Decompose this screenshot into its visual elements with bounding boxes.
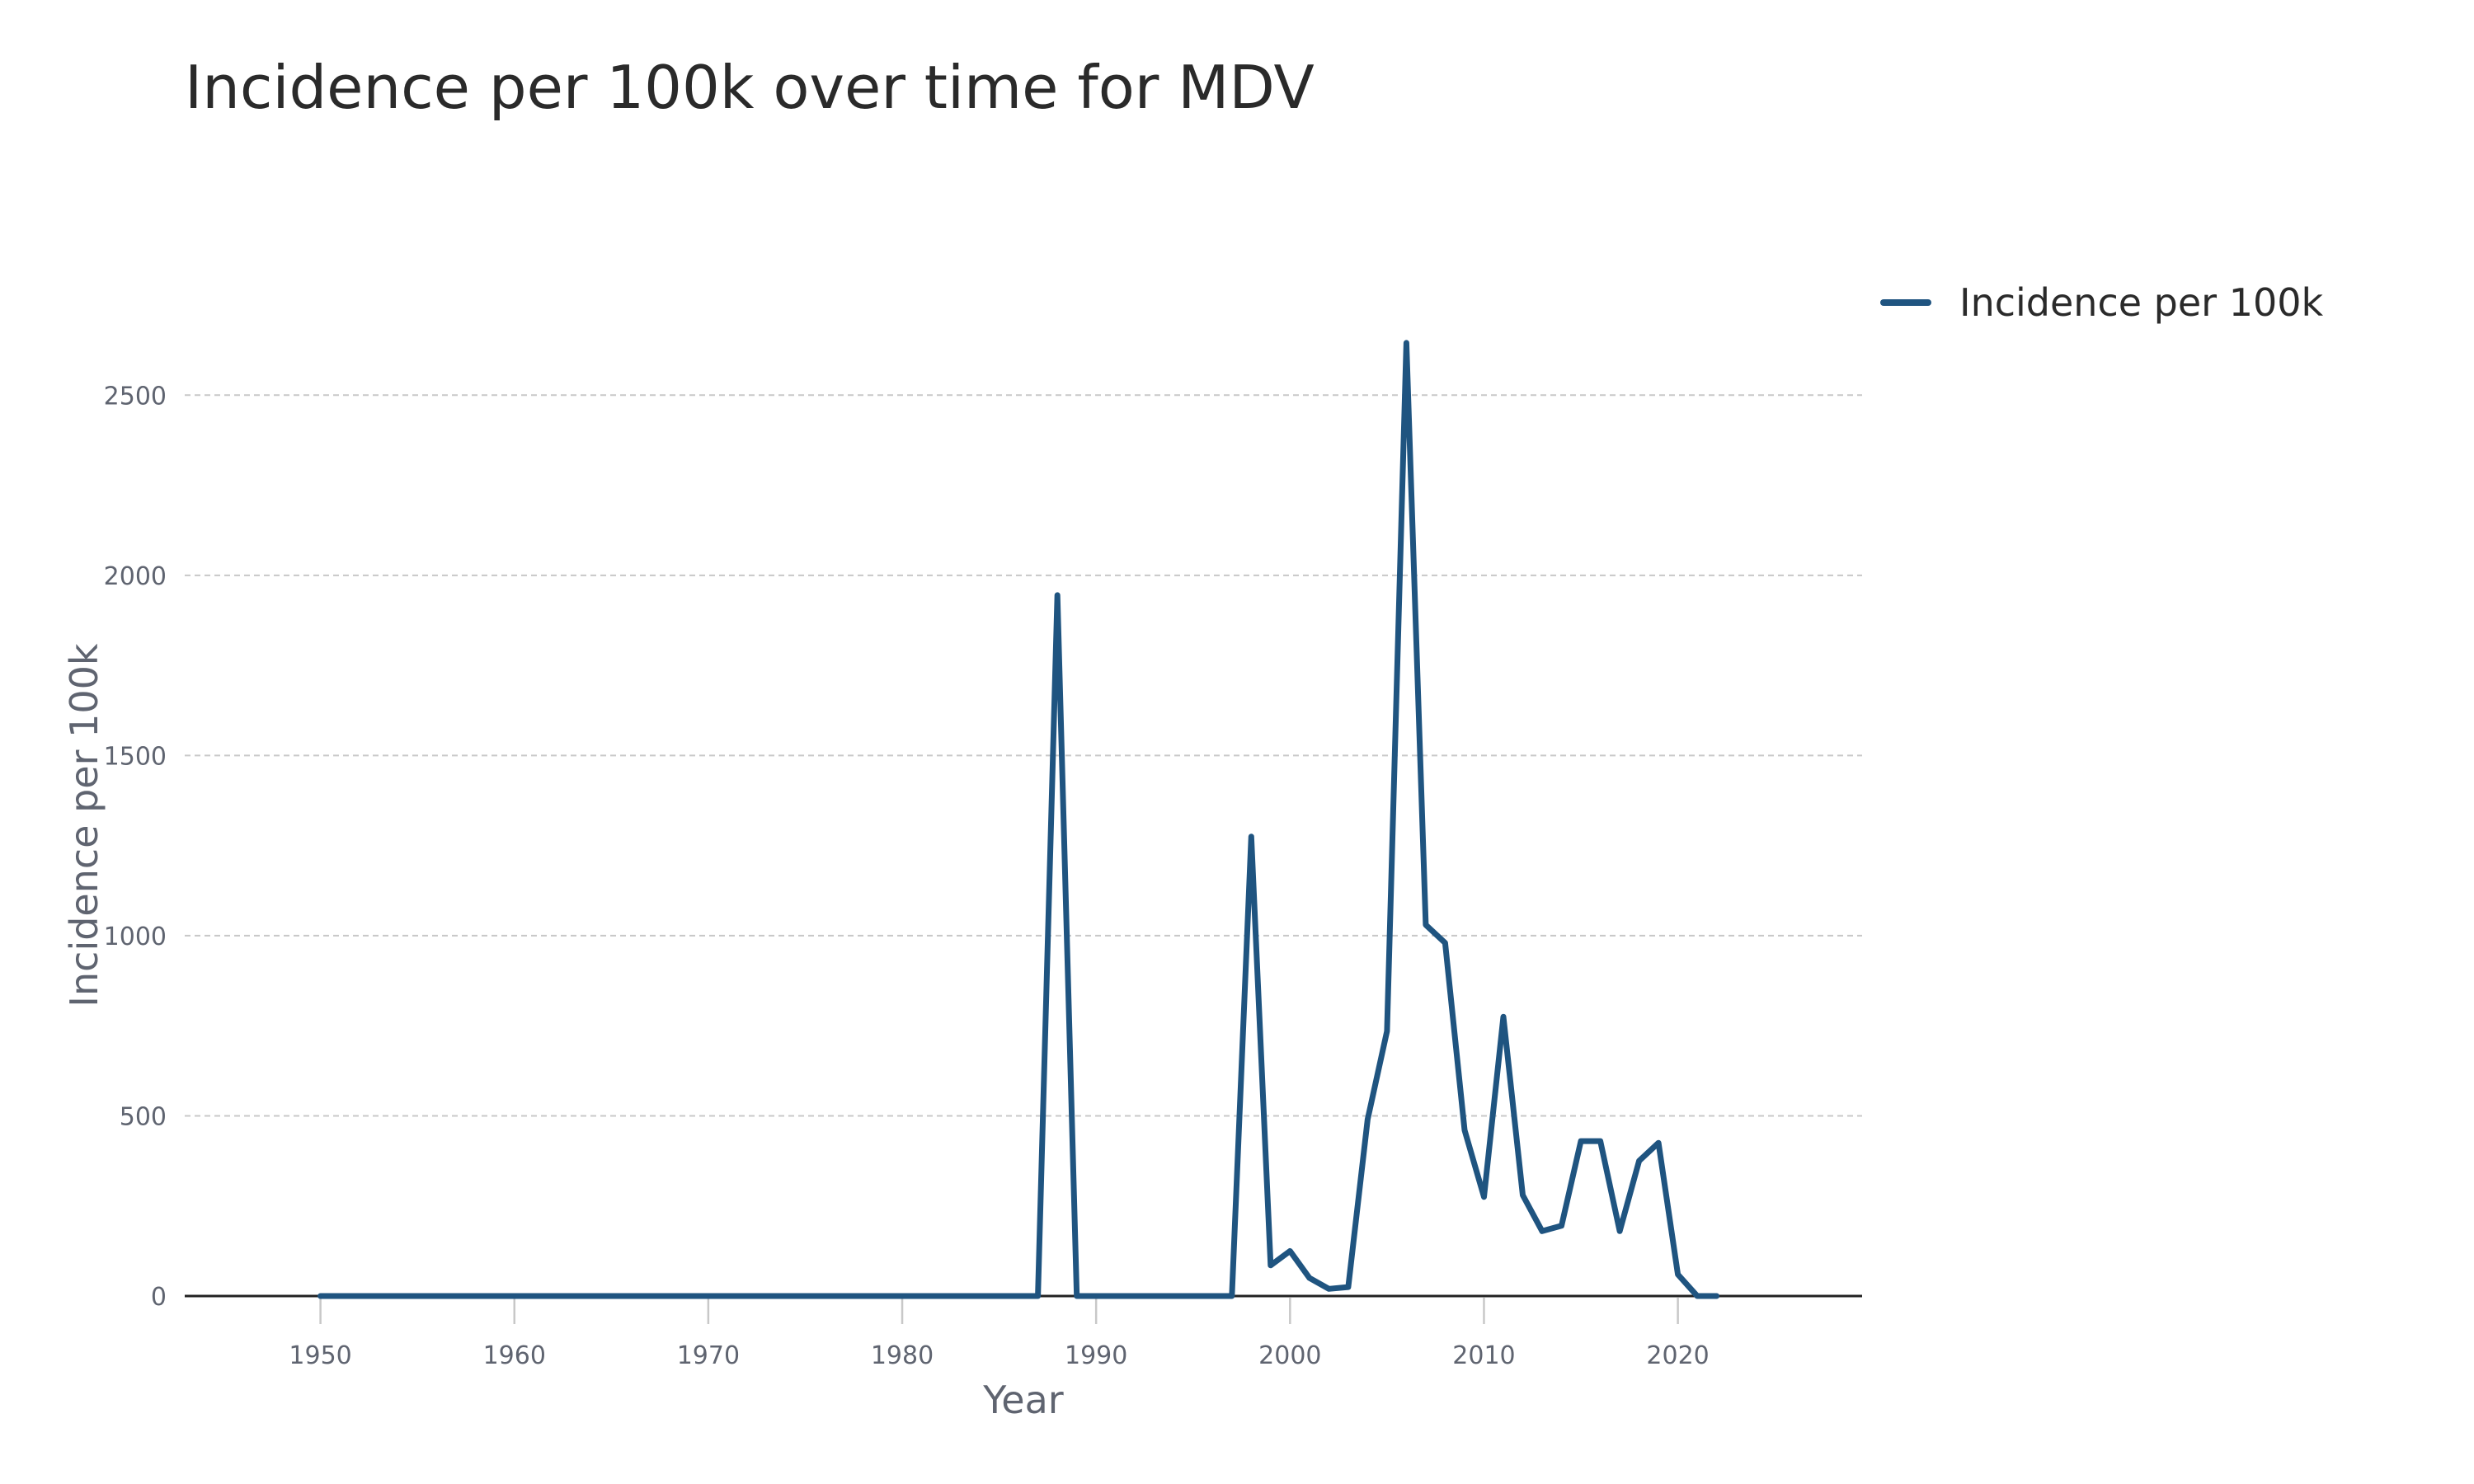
y-axis-title: Incidence per 100k	[62, 643, 106, 1007]
y-tick-label: 1000	[104, 923, 167, 951]
chart-title: Incidence per 100k over time for MDV	[185, 53, 1315, 122]
series-layer	[317, 340, 1720, 1299]
x-tick-label: 2000	[1258, 1341, 1321, 1370]
y-tick-label: 2500	[104, 382, 167, 411]
legend-swatch	[1880, 299, 1931, 306]
y-tick-label: 1500	[104, 742, 167, 771]
y-tick-label: 2000	[104, 562, 167, 591]
x-tick-label: 1990	[1065, 1341, 1127, 1370]
x-tick-label: 1970	[677, 1341, 740, 1370]
x-axis-title: Year	[982, 1378, 1063, 1422]
axis-layer	[185, 1294, 1862, 1324]
series-line	[317, 340, 1720, 1299]
y-tick-label: 500	[120, 1102, 167, 1131]
y-tick-label: 0	[151, 1283, 167, 1312]
x-tick-label: 2020	[1646, 1341, 1709, 1370]
label-layer: 0 500 1000 1500 2000 2500 1950 1960 1970 1980 1990…	[62, 382, 1710, 1422]
x-tick-label: 2010	[1452, 1341, 1515, 1370]
x-tick-label: 1980	[871, 1341, 934, 1370]
legend[interactable]: Incidence per 100k	[1880, 280, 2323, 325]
x-tick-label: 1960	[483, 1341, 546, 1370]
x-tick-label: 1950	[289, 1341, 351, 1370]
grid-layer	[185, 394, 1862, 1117]
legend-label: Incidence per 100k	[1959, 280, 2324, 325]
